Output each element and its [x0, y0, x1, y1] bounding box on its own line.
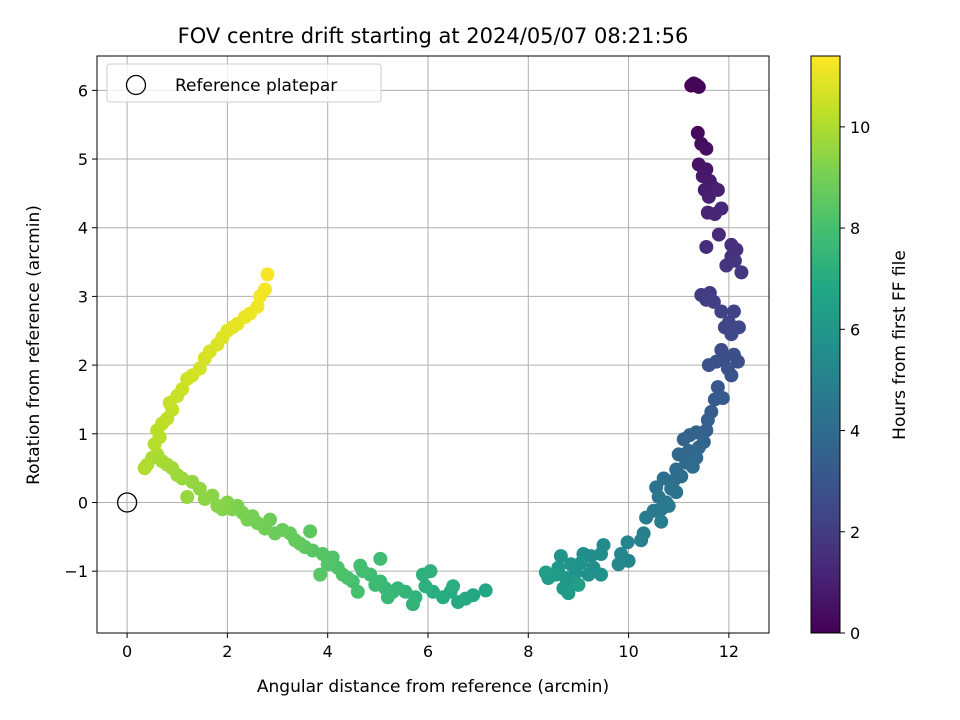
x-tick-label: 4 — [323, 642, 333, 661]
data-points — [137, 76, 749, 612]
data-point — [685, 459, 700, 474]
data-point — [699, 141, 714, 156]
x-tick-label: 6 — [423, 642, 433, 661]
x-tick-label: 8 — [523, 642, 533, 661]
data-point — [620, 535, 635, 550]
data-point — [690, 125, 705, 140]
data-point — [571, 577, 586, 592]
data-point — [538, 565, 553, 580]
data-point — [373, 551, 388, 566]
data-point — [661, 498, 676, 513]
colorbar-tick-label: 6 — [850, 320, 860, 339]
data-point — [451, 595, 466, 610]
colorbar-tick-label: 0 — [850, 624, 860, 643]
data-point — [350, 584, 365, 599]
data-point — [611, 557, 626, 572]
y-tick-label: −1 — [64, 562, 88, 581]
y-tick-label: 5 — [78, 150, 88, 169]
data-point — [706, 294, 721, 309]
colorbar-gradient — [810, 55, 841, 634]
reference-point — [116, 492, 138, 513]
x-tick-label: 12 — [719, 642, 739, 661]
data-point — [726, 304, 741, 319]
data-point — [700, 413, 715, 428]
data-point — [639, 510, 654, 525]
data-point — [714, 304, 729, 319]
colorbar-ticks: 0 2 4 6 8 10 — [840, 118, 870, 643]
data-point — [699, 239, 714, 254]
y-tick-label: 3 — [78, 287, 88, 306]
data-point — [676, 432, 691, 447]
y-tick-label: 4 — [78, 219, 88, 238]
x-tick-label: 0 — [122, 642, 132, 661]
chart-title: FOV centre drift starting at 2024/05/07 … — [178, 24, 689, 48]
data-point — [727, 253, 742, 268]
colorbar-tick-label: 4 — [850, 422, 860, 441]
data-point — [669, 485, 684, 500]
data-point — [714, 201, 729, 216]
grid — [97, 56, 769, 633]
data-point — [258, 282, 272, 297]
data-point — [380, 590, 395, 605]
data-point — [594, 567, 608, 582]
data-point — [724, 368, 739, 383]
data-point — [710, 380, 725, 395]
data-point — [553, 549, 568, 564]
data-point — [303, 524, 318, 539]
y-axis-label: Rotation from reference (arcmin) — [24, 205, 44, 485]
data-point — [405, 597, 420, 612]
data-point — [730, 354, 745, 369]
legend-entry-label: Reference platepar — [175, 76, 337, 96]
legend-box — [106, 63, 382, 103]
colorbar: 0 2 4 6 8 10 Hours from first FF file — [810, 55, 910, 643]
data-point — [561, 586, 576, 601]
y-tick-label: 2 — [78, 356, 88, 375]
data-point — [563, 557, 578, 572]
data-point — [180, 489, 195, 504]
data-point — [423, 564, 438, 579]
data-point — [711, 227, 726, 242]
plot-frame — [96, 55, 770, 634]
y-tick-label: 6 — [78, 81, 88, 100]
legend: Reference platepar — [106, 63, 382, 103]
data-point — [701, 358, 716, 373]
reference-marker — [116, 492, 138, 513]
data-point — [581, 567, 596, 582]
colorbar-tick-label: 10 — [850, 118, 870, 137]
data-point — [710, 182, 725, 197]
colorbar-label: Hours from first FF file — [890, 250, 910, 440]
data-point — [724, 327, 739, 342]
data-point — [686, 76, 701, 91]
x-axis-label: Angular distance from reference (arcmin) — [257, 677, 609, 697]
x-tick-label: 2 — [222, 642, 232, 661]
data-point — [446, 579, 461, 594]
y-tick-label: 0 — [78, 493, 88, 512]
colorbar-tick-label: 2 — [850, 523, 860, 542]
data-point — [654, 514, 669, 529]
data-point — [353, 558, 368, 573]
data-point — [418, 579, 433, 594]
data-point — [734, 265, 749, 280]
y-tick-label: 1 — [78, 425, 88, 444]
x-tick-label: 10 — [618, 642, 638, 661]
data-point — [707, 392, 722, 407]
colorbar-tick-label: 8 — [850, 219, 860, 238]
data-point — [137, 461, 152, 476]
data-point — [478, 583, 493, 598]
data-point — [260, 267, 275, 282]
legend-marker-icon — [125, 74, 147, 96]
data-point — [313, 567, 328, 582]
data-point — [634, 533, 649, 548]
